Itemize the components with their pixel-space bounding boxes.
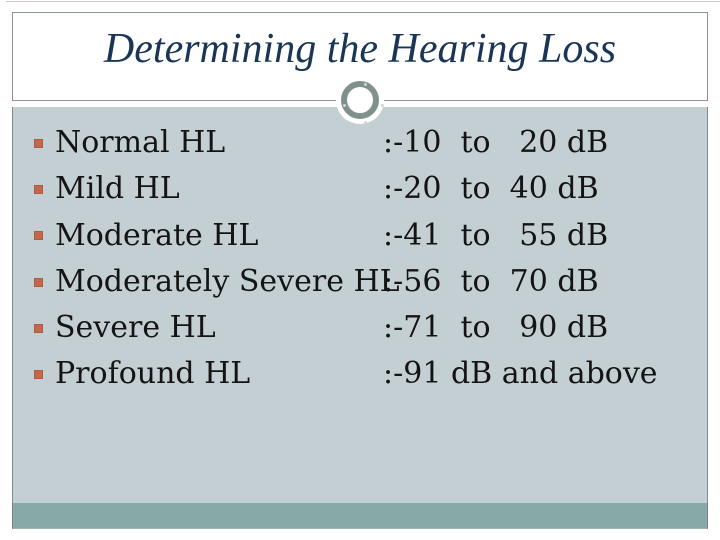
- square-bullet-icon: [34, 138, 43, 148]
- list-item: Mild HL :-20 to 40 dB: [30, 166, 702, 212]
- item-range: :-56 to 70 dB: [383, 263, 599, 299]
- slide-body: [12, 107, 708, 503]
- square-bullet-icon: [34, 370, 43, 380]
- ring-notch-icon: [364, 120, 367, 124]
- list-item: Normal HL :-10 to 20 dB: [30, 120, 702, 166]
- item-label: Normal HL: [55, 125, 226, 160]
- hearing-loss-list: Normal HL :-10 to 20 dB Mild HL :-20 to …: [30, 120, 702, 398]
- circle-ornament-icon: [341, 81, 384, 124]
- square-bullet-icon: [34, 184, 43, 194]
- item-label: Moderately Severe HL: [55, 263, 400, 299]
- square-bullet-icon: [34, 231, 43, 241]
- item-range: :-41 to 55 dB: [383, 217, 609, 253]
- page-title: Determining the Hearing Loss: [103, 26, 617, 72]
- top-edge-line: [6, 1, 720, 2]
- ring-notch-icon: [380, 104, 384, 107]
- item-range: :-71 to 90 dB: [383, 310, 609, 346]
- square-bullet-icon: [34, 323, 43, 333]
- list-item: Severe HL :-71 to 90 dB: [30, 305, 702, 351]
- item-range: :-20 to 40 dB: [383, 171, 599, 207]
- list-item: Moderate HL :-41 to 55 dB: [30, 213, 702, 259]
- list-item: Moderately Severe HL :-56 to 70 dB: [30, 259, 702, 305]
- item-label: Severe HL: [55, 310, 216, 346]
- list-item: Profound HL :-91 dB and above: [30, 351, 702, 397]
- ring-notch-icon: [364, 82, 367, 86]
- item-range: :-10 to 20 dB: [383, 125, 609, 160]
- item-range: :-91 dB and above: [383, 356, 658, 392]
- item-label: Moderate HL: [55, 217, 259, 253]
- square-bullet-icon: [34, 277, 43, 287]
- footer-band: [12, 503, 708, 529]
- ring-notch-icon: [342, 104, 346, 107]
- item-label: Profound HL: [55, 356, 251, 392]
- item-label: Mild HL: [55, 171, 180, 207]
